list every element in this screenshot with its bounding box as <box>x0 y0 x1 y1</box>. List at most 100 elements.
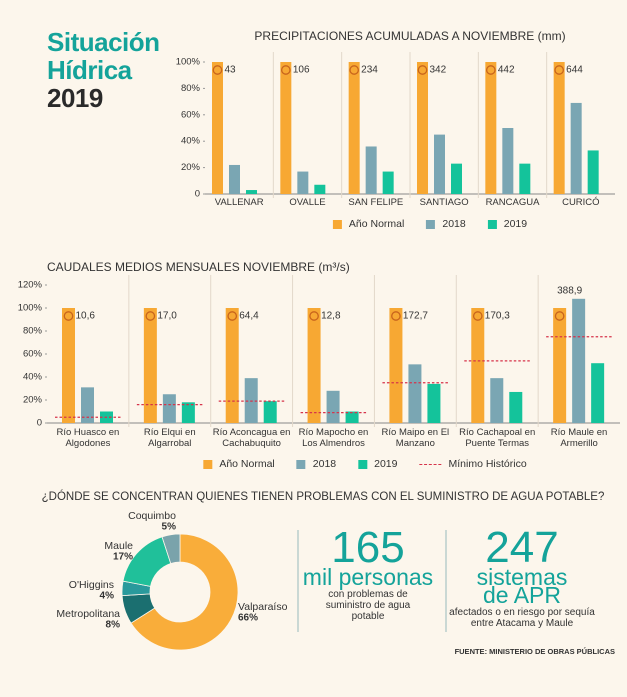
bar <box>587 150 599 194</box>
bar <box>280 62 292 194</box>
bar <box>181 402 195 423</box>
bar <box>502 128 514 194</box>
x-tick-label: SAN FELIPE <box>348 197 404 208</box>
y-tick-label: 0 <box>195 189 200 200</box>
stat-text: afectados o en riesgo por sequía entre A… <box>449 607 595 629</box>
bar <box>297 171 309 194</box>
normal-icon <box>212 65 223 75</box>
slice-label: O'Higgins <box>69 579 114 591</box>
bar <box>509 391 523 423</box>
y-tick-label: 60% <box>181 109 201 120</box>
pie-slice <box>130 533 239 651</box>
slice-value: 8% <box>106 620 121 631</box>
bar <box>263 401 277 423</box>
legend-label: Mínimo Histórico <box>448 458 527 470</box>
legend-swatch <box>487 219 497 229</box>
bar <box>212 62 223 194</box>
annotation: 10,6 <box>76 311 96 322</box>
normal-icon <box>554 65 565 75</box>
bar <box>382 171 394 194</box>
normal-icon <box>145 311 156 321</box>
stat: 165 mil personas con problemas de suminist… <box>293 523 443 623</box>
x-tick-label: Río Mapocho en Los Almendros <box>298 427 369 449</box>
y-tick-label: 0 <box>37 418 42 429</box>
y-tick-label: 20% <box>23 395 43 406</box>
y-tick-label: 80% <box>181 83 201 94</box>
slice-value: 17% <box>113 552 133 563</box>
legend-label: 2018 <box>312 458 337 470</box>
title-line: Situación <box>47 27 160 57</box>
legend-label: 2018 <box>442 218 466 230</box>
y-tick-label: 100% <box>176 57 201 68</box>
x-tick-label: Río Maule en Armerillo <box>550 427 608 449</box>
normal-icon <box>391 311 401 321</box>
legend-item: Año Normal <box>332 218 405 230</box>
bar <box>591 363 605 423</box>
normal-icon <box>472 311 483 321</box>
bar <box>451 163 462 194</box>
bar <box>348 62 360 194</box>
annotation: 43 <box>225 65 237 76</box>
slice-value: 66% <box>238 613 258 624</box>
annotation: 172,7 <box>403 311 428 322</box>
annotation: 106 <box>293 65 310 76</box>
x-tick-label: RANCAGUA <box>485 197 540 208</box>
bar <box>519 163 531 194</box>
annotation: 388,9 <box>557 285 582 296</box>
x-tick-label: Río Aconcagua en Cachabuquito <box>212 427 291 449</box>
y-tick-label: 20% <box>181 162 201 173</box>
bar <box>345 411 359 423</box>
legend-swatch <box>426 219 436 229</box>
bar <box>307 308 321 423</box>
normal-icon <box>280 65 291 75</box>
slice-value: 5% <box>162 522 177 533</box>
legend-swatch <box>296 459 306 469</box>
x-tick-label: Río Huasco en Algodones <box>56 427 120 449</box>
legend-label: 2019 <box>503 218 528 230</box>
x-tick-label: CURICÓ <box>562 197 600 208</box>
normal-icon <box>227 311 238 321</box>
stat-number: 165 <box>331 523 405 572</box>
x-tick-label: Río Cachapoal en Puente Termas <box>459 427 536 449</box>
bar <box>570 102 582 194</box>
annotation: 170,3 <box>485 311 510 322</box>
x-tick-label: VALLENAR <box>214 197 264 208</box>
slice-label: Maule <box>104 540 133 552</box>
bar <box>434 134 445 194</box>
y-tick-label: 40% <box>181 136 201 147</box>
stat: 247 sistemas de APR afectados o en riesgo … <box>447 523 597 630</box>
stat-number: 247 <box>485 523 559 572</box>
annotation: 64,4 <box>239 311 259 322</box>
slice-value: 4% <box>100 591 115 602</box>
annotation: 442 <box>498 65 515 76</box>
x-tick-label: SANTIAGO <box>419 197 469 208</box>
y-tick-label: 100% <box>18 303 43 314</box>
slice-label: Metropolitana <box>56 608 120 620</box>
x-tick-label: Río Elqui en Algarrobal <box>143 427 196 449</box>
bar <box>485 62 497 194</box>
slice-label: Coquimbo <box>128 510 176 522</box>
bar <box>314 184 326 194</box>
legend-item: Año Normal <box>203 458 275 470</box>
annotation: 342 <box>430 65 447 76</box>
annotation: 644 <box>566 65 583 76</box>
legend: Año Normal 2018 2019 Mínimo Histórico <box>192 458 537 470</box>
legend-swatch <box>358 459 368 469</box>
bar <box>162 394 176 423</box>
stat-headline: mil personas <box>302 564 434 590</box>
bar <box>225 308 239 423</box>
legend-label: Año Normal <box>348 218 405 230</box>
legend-swatch <box>203 459 213 469</box>
pie-slice <box>161 533 181 564</box>
bar <box>326 390 340 423</box>
annotation: 234 <box>361 65 378 76</box>
normal-icon <box>309 311 319 321</box>
y-tick-label: 60% <box>23 349 43 360</box>
legend-item: 2019 <box>358 458 397 470</box>
y-tick-label: 80% <box>23 326 43 337</box>
bar <box>417 62 428 194</box>
normal-icon <box>554 311 565 321</box>
bar <box>572 298 586 423</box>
legend-item: Mínimo Histórico <box>419 458 527 470</box>
bar <box>553 308 567 423</box>
